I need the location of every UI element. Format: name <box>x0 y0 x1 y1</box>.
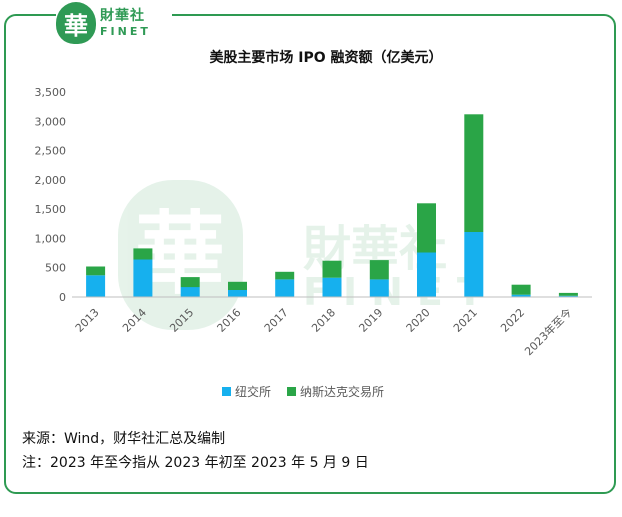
y-tick-label: 3,000 <box>35 115 67 128</box>
chart-title: 美股主要市场 IPO 融资额（亿美元） <box>209 49 442 66</box>
source-note: 来源：Wind，财华社汇总及编制 <box>22 431 226 447</box>
chart-card <box>4 14 616 494</box>
bar-nasdaq-8 <box>464 114 484 232</box>
y-tick-label: 1,000 <box>35 232 67 245</box>
legend: 纽交所 纳斯达克交易所 <box>222 384 384 399</box>
legend-label-nasdaq: 纳斯达克交易所 <box>300 384 384 399</box>
bar-nyse-5 <box>322 277 342 297</box>
bar-nyse-3 <box>228 290 247 297</box>
bar-nasdaq-6 <box>369 260 389 280</box>
finet-logo: 華 財華社 FINET <box>56 0 172 46</box>
x-tick-label: 2023年至今 <box>521 305 574 358</box>
legend-swatch-nasdaq <box>287 387 297 396</box>
y-tick-label: 500 <box>45 262 66 275</box>
y-tick-label: 3,500 <box>35 86 67 99</box>
bar-nyse-0 <box>86 275 106 297</box>
y-axis: 0 500 1,000 1,500 2,000 2,500 3,000 3,500 <box>35 86 67 304</box>
bar-nyse-1 <box>133 259 153 297</box>
logo-text: 財華社 FINET <box>100 9 151 37</box>
legend-label-nyse: 纽交所 <box>235 384 271 399</box>
x-tick-label: 2017 <box>262 306 291 335</box>
y-tick-label: 1,500 <box>35 203 67 216</box>
bar-nasdaq-10 <box>558 292 578 296</box>
bar-nasdaq-2 <box>180 277 200 288</box>
y-tick-label: 2,500 <box>35 145 67 158</box>
bar-nyse-8 <box>464 232 484 297</box>
bar-nasdaq-4 <box>275 271 295 280</box>
bar-nasdaq-5 <box>322 260 342 278</box>
legend-swatch-nyse <box>222 387 231 396</box>
bars <box>86 114 578 297</box>
x-tick-label: 2013 <box>73 306 102 335</box>
logo-name-en: FINET <box>100 25 151 38</box>
logo-seal: 華 <box>56 2 96 44</box>
bar-nasdaq-1 <box>133 248 153 260</box>
bar-nyse-2 <box>180 287 200 297</box>
y-tick-label: 2,000 <box>35 174 67 187</box>
watermark: 華 財華社 FINET <box>118 180 483 330</box>
y-tick-label: 0 <box>59 291 66 304</box>
bar-nasdaq-3 <box>228 281 247 290</box>
logo-name-cn: 財華社 <box>100 8 145 24</box>
x-tick-label: 2022 <box>498 306 527 335</box>
bar-nyse-10 <box>558 295 578 297</box>
footnote: 注：2023 年至今指从 2023 年初至 2023 年 5 月 9 日 <box>22 455 369 471</box>
bar-nasdaq-0 <box>86 266 106 276</box>
bar-nyse-6 <box>369 279 389 297</box>
bar-nasdaq-9 <box>511 284 531 295</box>
bar-nyse-7 <box>417 252 436 297</box>
bar-nyse-4 <box>275 279 295 297</box>
bar-nyse-9 <box>511 294 531 297</box>
bar-nasdaq-7 <box>417 203 436 253</box>
